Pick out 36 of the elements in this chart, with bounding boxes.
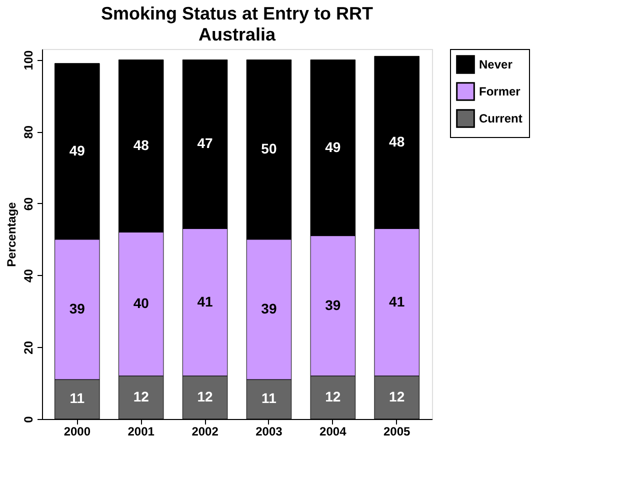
data-label: 39 bbox=[69, 300, 86, 316]
data-label: 39 bbox=[261, 300, 277, 316]
data-label: 12 bbox=[133, 388, 150, 404]
x-tick-label: 2000 bbox=[64, 424, 91, 438]
data-label: 11 bbox=[70, 390, 85, 406]
x-tick-label: 2004 bbox=[320, 424, 347, 438]
y-tick-label: 0 bbox=[22, 416, 36, 423]
legend-label: Never bbox=[479, 58, 513, 72]
data-label: 48 bbox=[389, 133, 405, 150]
y-tick-label: 60 bbox=[22, 196, 36, 211]
chart-title: Smoking Status at Entry to RRT bbox=[100, 4, 374, 24]
y-tick-label: 40 bbox=[22, 268, 36, 282]
y-tick-label: 100 bbox=[22, 50, 36, 70]
data-label: 41 bbox=[197, 293, 214, 310]
data-label: 47 bbox=[197, 135, 214, 152]
x-tick-label: 2005 bbox=[383, 424, 411, 438]
data-label: 49 bbox=[69, 142, 86, 158]
data-label: 12 bbox=[197, 388, 214, 404]
data-label: 41 bbox=[389, 293, 405, 310]
x-tick-label: 2001 bbox=[128, 424, 155, 438]
data-label: 12 bbox=[389, 388, 405, 404]
data-label: 11 bbox=[262, 390, 277, 406]
y-tick-label: 20 bbox=[22, 340, 36, 354]
y-tick-label: 80 bbox=[22, 125, 36, 139]
data-label: 39 bbox=[325, 296, 341, 313]
data-label: 12 bbox=[325, 388, 341, 404]
legend-label: Former bbox=[479, 84, 521, 98]
data-label: 49 bbox=[325, 138, 341, 155]
data-label: 40 bbox=[133, 295, 150, 312]
y-axis-title: Percentage bbox=[4, 202, 18, 267]
data-label: 48 bbox=[133, 136, 150, 153]
data-label: 50 bbox=[261, 140, 277, 157]
x-tick-label: 2003 bbox=[256, 424, 283, 438]
chart-subtitle: Australia bbox=[198, 24, 276, 44]
x-tick-label: 2002 bbox=[192, 424, 219, 438]
legend-label: Current bbox=[479, 112, 522, 126]
